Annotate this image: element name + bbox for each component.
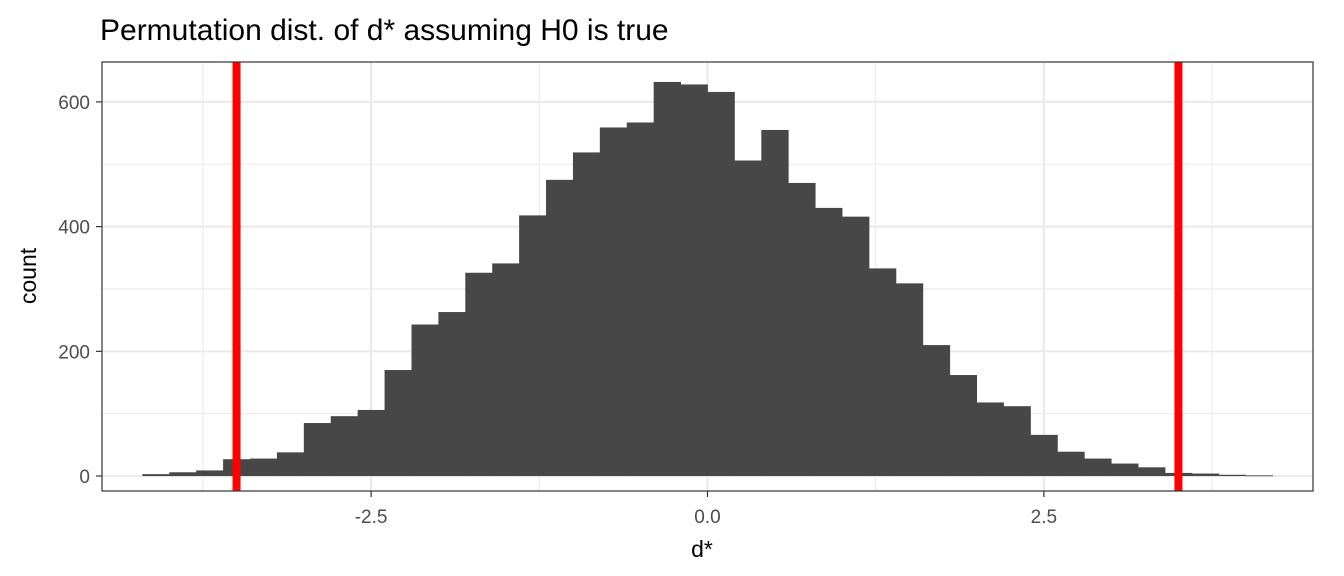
x-tick-label: 0.0 (694, 507, 720, 528)
y-tick-label: 0 (79, 467, 90, 488)
histogram-bar (734, 160, 762, 477)
histogram-bar (949, 375, 978, 477)
histogram-bar (842, 216, 870, 477)
histogram-bar (976, 402, 1004, 477)
histogram-bar (815, 207, 843, 477)
x-tick-label: 2.5 (1031, 507, 1057, 528)
histogram-bar (276, 452, 305, 477)
histogram-bar (626, 122, 655, 477)
histogram-bar (1003, 406, 1031, 477)
histogram-bar (169, 472, 197, 477)
histogram-bar (895, 283, 924, 477)
y-tick-label: 200 (58, 342, 90, 363)
histogram-bar (599, 127, 628, 477)
histogram-bar (330, 416, 359, 477)
histogram-bar (142, 474, 170, 477)
histogram-bars (142, 81, 1274, 477)
histogram-bar (492, 263, 520, 477)
histogram-bar (1138, 467, 1166, 477)
histogram-bar (196, 470, 224, 477)
histogram-bar (1218, 474, 1247, 477)
histogram-bar (1111, 463, 1139, 477)
critical-value-lines (232, 62, 1183, 491)
histogram-bar (1191, 473, 1220, 477)
histogram-bar (707, 91, 735, 477)
histogram-bar (411, 324, 439, 477)
chart-title: Permutation dist. of d* assuming H0 is t… (100, 14, 669, 47)
histogram-bar (303, 423, 332, 477)
histogram-bar (788, 182, 816, 477)
histogram-bar (922, 345, 951, 477)
y-axis-title: count (15, 247, 41, 304)
histogram-bar (653, 81, 681, 477)
histogram-bar (357, 409, 385, 477)
histogram-bar (761, 129, 789, 477)
histogram-bar (1057, 451, 1085, 477)
x-axis: -2.5 0.0 2.5 (355, 491, 1057, 528)
x-tick-label: -2.5 (355, 507, 388, 528)
y-tick-label: 400 (58, 218, 90, 239)
histogram-bar (519, 215, 547, 477)
x-axis-title: d* (691, 536, 713, 562)
histogram-bar (868, 268, 897, 477)
histogram-bar (1245, 475, 1274, 477)
histogram-bar (250, 458, 278, 477)
histogram-bar (1084, 458, 1112, 477)
histogram-bar (465, 272, 493, 477)
histogram-bar (572, 152, 601, 477)
y-axis: 0 200 400 600 (58, 93, 102, 488)
histogram-bar (384, 370, 412, 477)
y-tick-label: 600 (58, 93, 90, 114)
histogram-bar (680, 84, 708, 477)
histogram-bar (546, 179, 574, 477)
histogram-bar (1030, 434, 1058, 477)
histogram-bar (438, 312, 466, 477)
